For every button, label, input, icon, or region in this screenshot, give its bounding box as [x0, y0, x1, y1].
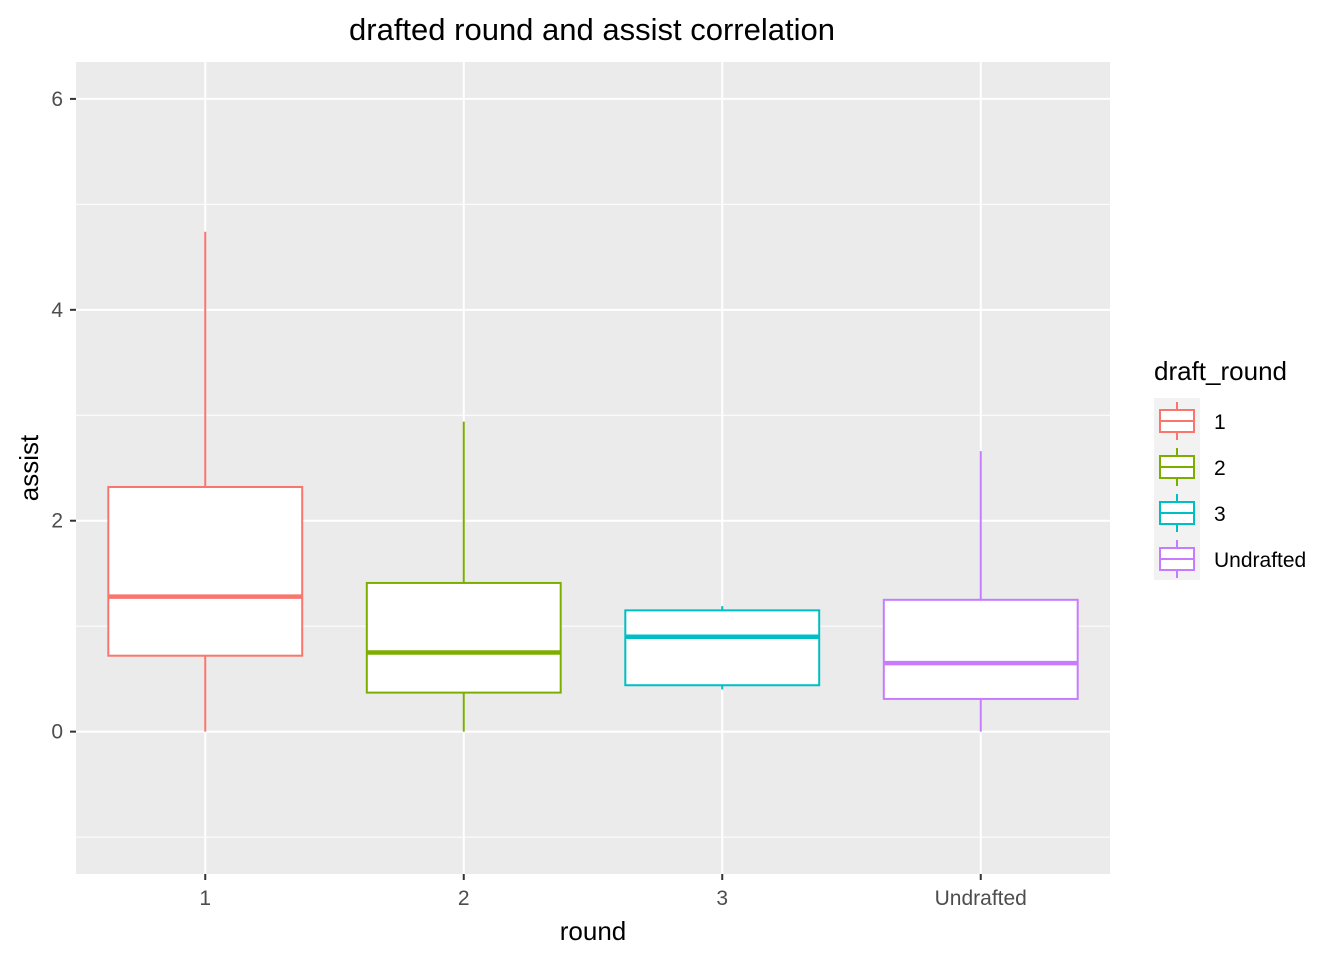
y-tick-label: 6 [51, 88, 63, 111]
legend-label: 1 [1214, 411, 1226, 434]
y-axis-title: assist [14, 434, 44, 501]
y-tick-label: 2 [51, 510, 63, 533]
y-tick-label: 4 [51, 299, 63, 322]
x-tick-label: Undrafted [935, 887, 1027, 910]
panel-background [76, 62, 1110, 874]
y-tick-label: 0 [51, 721, 63, 744]
box-iqr [624, 609, 821, 687]
legend-item-2: 2 [1159, 448, 1226, 486]
legend-item-Undrafted: Undrafted [1159, 540, 1306, 578]
legend-title: draft_round [1154, 356, 1287, 386]
legend-item-1: 1 [1159, 402, 1226, 440]
x-axis-title: round [560, 916, 627, 946]
legend-label: Undrafted [1214, 549, 1306, 572]
boxplot-Undrafted [882, 451, 1079, 732]
boxplot-2 [365, 421, 562, 732]
boxplots [107, 231, 1079, 732]
y-axis: 0 2 4 6 [51, 88, 76, 744]
x-axis: 1 2 3 Undrafted [199, 874, 1027, 910]
box-iqr [365, 581, 562, 694]
box-iqr [882, 598, 1079, 700]
x-tick-label: 3 [716, 887, 728, 910]
x-tick-label: 2 [458, 887, 470, 910]
box-iqr [107, 485, 304, 657]
legend-label: 3 [1214, 503, 1226, 526]
boxplot-3 [624, 606, 821, 690]
x-tick-label: 1 [199, 887, 211, 910]
legend: draft_round 1 2 3 Undrafted [1154, 356, 1306, 580]
legend-item-3: 3 [1159, 494, 1226, 532]
boxplot-1 [107, 231, 304, 732]
chart-title: drafted round and assist correlation [349, 12, 835, 47]
legend-label: 2 [1214, 457, 1226, 480]
